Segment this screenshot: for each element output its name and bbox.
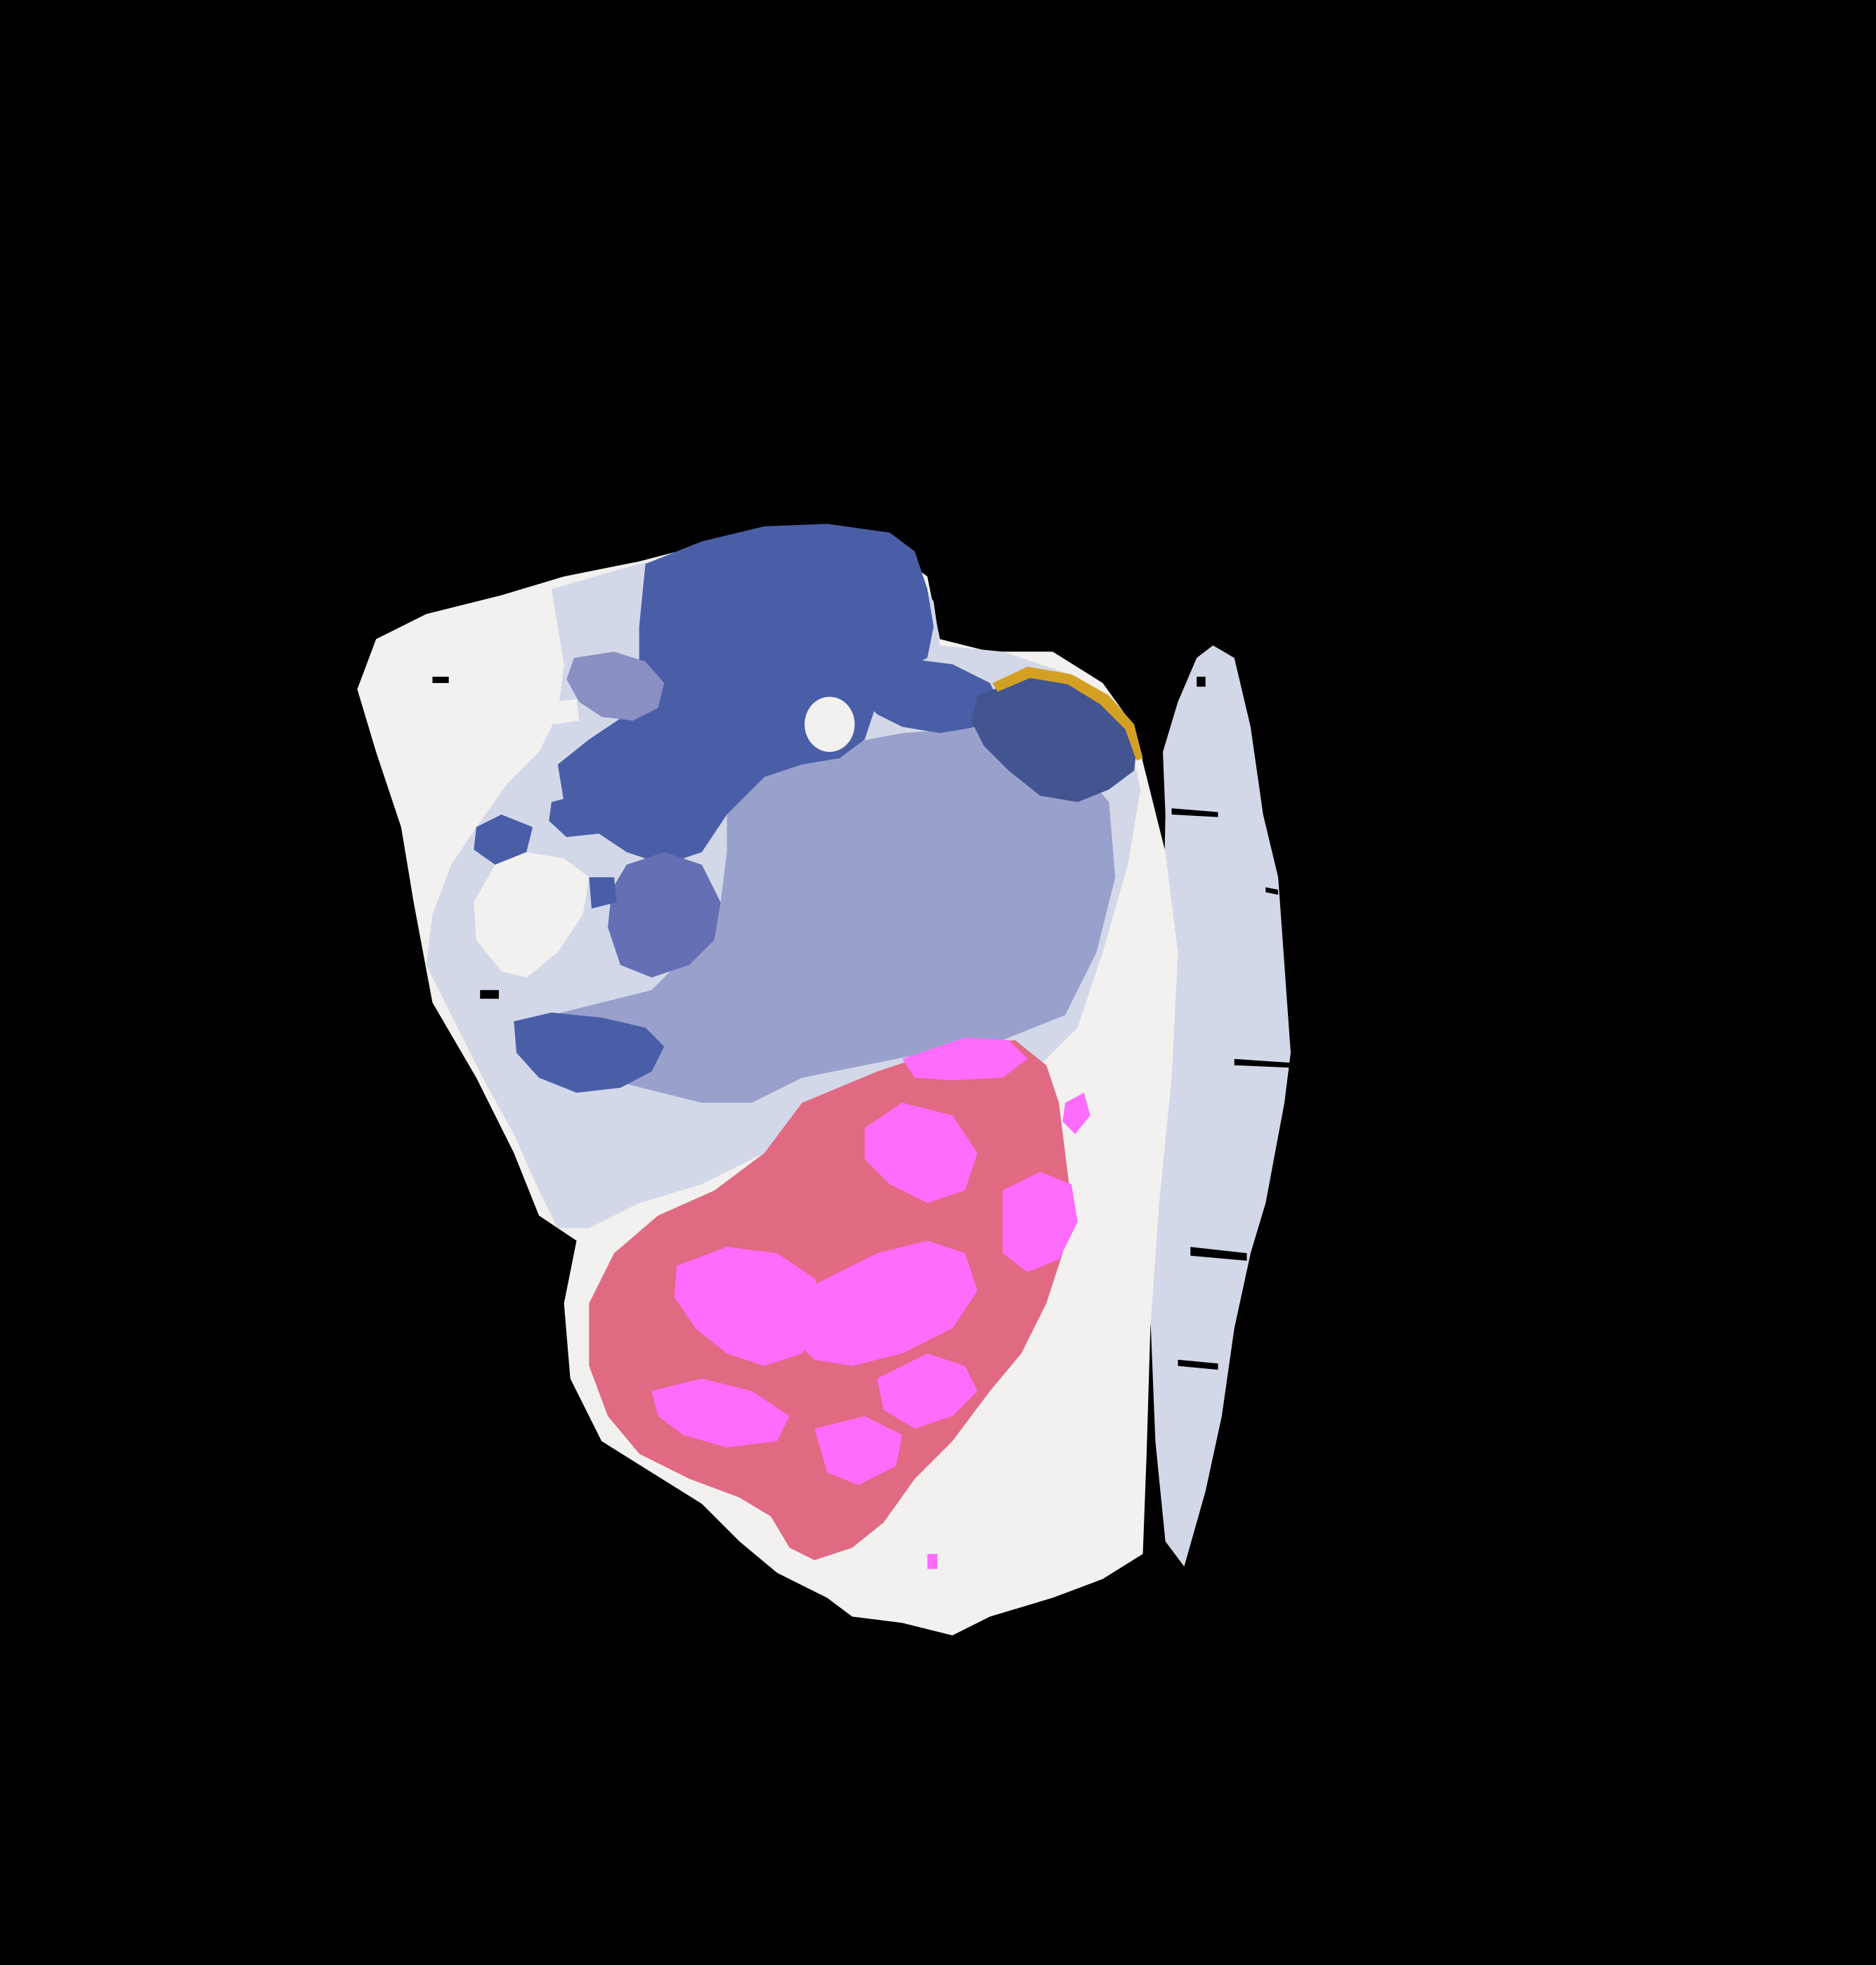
tissue-medium-blue-blob — [608, 852, 721, 978]
tissue-dark-blue-fragments — [474, 791, 617, 909]
tissue-light-purple-blob — [566, 651, 665, 721]
tissue-bright-hole — [805, 696, 855, 752]
tissue-dark-blue-crescent — [514, 1012, 665, 1093]
tissue-slate-blue-lobe — [971, 676, 1138, 803]
tissue-bright-speckles — [474, 699, 589, 978]
tissue-dark-blue-top — [557, 524, 934, 865]
tissue-light-lavender-strip — [1150, 645, 1291, 1567]
tissue-medium-lavender-blob — [520, 727, 1116, 1103]
tissue-gold-rim — [992, 666, 1143, 761]
tissue-dark-blue-band — [852, 658, 1003, 734]
tissue-magenta-fragments — [651, 1037, 1090, 1569]
